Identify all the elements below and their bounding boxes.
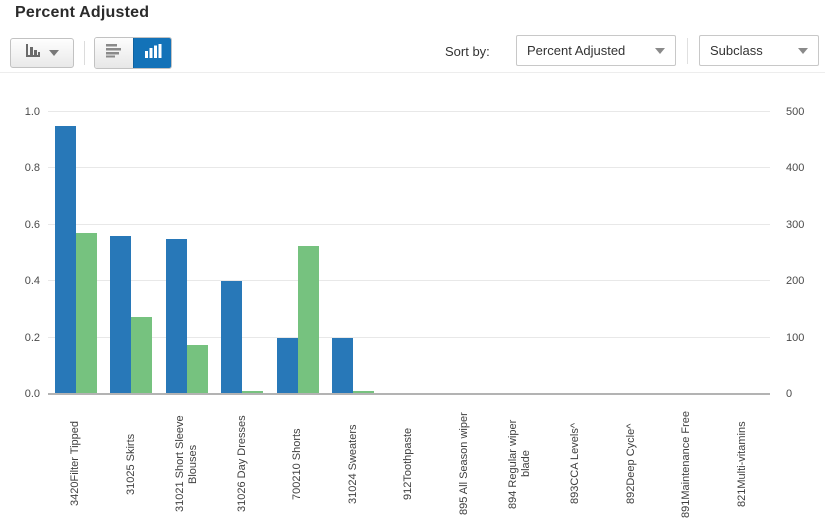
sort-level-value: Subclass	[710, 43, 763, 58]
bar-series-1-blue[interactable]	[276, 337, 298, 394]
bar-series-2-green[interactable]	[131, 316, 153, 394]
bar-group	[159, 112, 215, 394]
bar-series-2-green[interactable]	[353, 390, 375, 394]
bar-series-1-blue[interactable]	[332, 337, 354, 394]
sort-field-dropdown[interactable]: Percent Adjusted	[516, 35, 676, 66]
x-axis-label-cell: 893CCA Levels^	[548, 400, 604, 528]
gridline	[48, 167, 770, 169]
right-axis-tick: 100	[786, 331, 805, 344]
bar-group	[548, 112, 604, 394]
gridline	[48, 280, 770, 282]
x-axis-label-cell: 3420Filter Tipped	[48, 400, 104, 528]
bar-group	[326, 112, 382, 394]
bar-group	[492, 112, 548, 394]
right-axis-tick: 500	[786, 106, 805, 118]
x-axis-line	[48, 393, 770, 395]
sort-field-value: Percent Adjusted	[527, 43, 626, 58]
bar-group	[437, 112, 493, 394]
bar-series-2-green[interactable]	[242, 390, 264, 394]
left-axis-tick: 0.4	[24, 275, 40, 288]
bar-group	[659, 112, 715, 394]
x-axis-label-cell: 891Maintenance Free	[659, 400, 715, 528]
x-axis-label-cell: 31026 Day Dresses	[215, 400, 271, 528]
bar-series-1-blue[interactable]	[54, 126, 76, 394]
gridline	[48, 223, 770, 225]
horizontal-bars-view-button[interactable]	[95, 38, 133, 68]
x-axis-label-cell: 895 All Season wiper	[437, 400, 493, 528]
gridline	[48, 111, 770, 112]
x-axis-label-cell: 894 Regular wiper blade	[492, 400, 548, 528]
bar-series-1-blue[interactable]	[165, 238, 187, 394]
x-axis-label: 892Deep Cycle^	[624, 423, 637, 505]
x-axis-label: 31025 Skirts	[124, 433, 137, 495]
x-axis-label-cell: 31021 Short Sleeve Blouses	[159, 400, 215, 528]
dropdown-divider	[687, 38, 688, 64]
x-axis-label: 700210 Shorts	[291, 428, 304, 500]
section-divider	[0, 72, 825, 73]
right-axis-tick: 0	[786, 388, 793, 400]
x-axis-label: 3420Filter Tipped	[69, 421, 82, 507]
sort-level-dropdown[interactable]: Subclass	[699, 35, 819, 66]
x-axis-label-cell: 892Deep Cycle^	[603, 400, 659, 528]
chart-type-menu-button[interactable]	[10, 38, 74, 68]
right-axis-tick: 200	[786, 275, 805, 288]
x-axis-label: 31024 Sweaters	[346, 424, 359, 504]
left-axis-tick: 0.8	[24, 162, 40, 175]
x-axis-label: 894 Regular wiper blade	[507, 419, 533, 509]
x-axis-label-cell: 31024 Sweaters	[326, 400, 382, 528]
left-axis-tick: 0.0	[24, 388, 40, 400]
bar-chart-icon	[25, 43, 42, 64]
gridline	[48, 336, 770, 338]
x-axis-label: 31021 Short Sleeve Blouses	[173, 415, 199, 513]
chevron-down-icon	[798, 47, 808, 54]
bar-group	[48, 112, 104, 394]
chart-toolbar	[0, 36, 825, 69]
x-axis-label: 893CCA Levels^	[569, 423, 582, 505]
x-axis-labels: 3420Filter Tipped 31025 Skirts 31021 Short…	[48, 400, 770, 528]
x-axis-label-cell: 821Multi-vitamins	[714, 400, 770, 528]
chevron-down-icon	[655, 47, 665, 54]
bar-group	[270, 112, 326, 394]
bar-group	[714, 112, 770, 394]
bar-group	[603, 112, 659, 394]
chart-orientation-toggle	[94, 37, 172, 69]
bar-group	[215, 112, 271, 394]
x-axis-label-cell: 912Toothpaste	[381, 400, 437, 528]
left-axis-tick: 0.2	[24, 331, 40, 344]
horizontal-bars-icon	[105, 43, 123, 63]
page-title: Percent Adjusted	[15, 4, 150, 21]
left-axis: 0.0 0.2 0.4 0.6 0.8 1.0	[8, 106, 40, 400]
bar-series-2-green[interactable]	[75, 233, 97, 394]
bar-series-1-blue[interactable]	[110, 236, 132, 394]
bar-group	[104, 112, 160, 394]
bar-series-2-green[interactable]	[186, 344, 208, 394]
left-axis-tick: 1.0	[24, 106, 40, 118]
x-axis-label-cell: 700210 Shorts	[270, 400, 326, 528]
plot-area	[48, 111, 770, 395]
chevron-down-icon	[49, 50, 59, 56]
x-axis-label-cell: 31025 Skirts	[104, 400, 160, 528]
x-axis-label: 912Toothpaste	[402, 427, 415, 501]
x-axis-label: 891Maintenance Free	[680, 410, 693, 518]
x-axis-label: 821Multi-vitamins	[735, 421, 748, 507]
toolbar-divider	[84, 41, 85, 65]
bar-series-2-green[interactable]	[297, 246, 319, 394]
bar-group	[381, 112, 437, 394]
right-axis-tick: 400	[786, 162, 805, 175]
x-axis-label: 895 All Season wiper	[458, 412, 471, 516]
right-axis-tick: 300	[786, 218, 805, 231]
bar-series-1-blue[interactable]	[221, 281, 243, 394]
vertical-bars-view-button[interactable]	[133, 38, 171, 68]
x-axis-label: 31026 Day Dresses	[235, 415, 248, 513]
right-axis: 0 100 200 300 400 500	[782, 106, 818, 400]
sort-by-label: Sort by:	[445, 44, 490, 59]
left-axis-tick: 0.6	[24, 218, 40, 231]
vertical-bars-icon	[144, 43, 162, 64]
